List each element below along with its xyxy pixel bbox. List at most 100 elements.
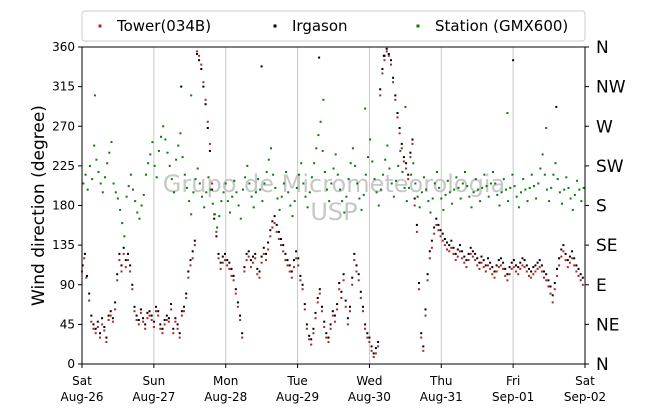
point-series-2-127 bbox=[356, 182, 359, 185]
point-series-0-193 bbox=[497, 266, 500, 269]
point-series-0-160 bbox=[426, 279, 429, 282]
point-series-0-53 bbox=[196, 50, 198, 53]
point-series-2-79 bbox=[252, 206, 255, 209]
point-series-2-87 bbox=[270, 147, 272, 150]
point-series-2-28 bbox=[142, 193, 145, 196]
point-series-1-44 bbox=[176, 323, 179, 326]
point-series-0-35 bbox=[157, 314, 160, 317]
point-series-2-39 bbox=[166, 151, 169, 154]
point-series-1-187 bbox=[484, 264, 487, 267]
point-series-1-6 bbox=[94, 327, 97, 330]
point-series-1-36 bbox=[159, 323, 162, 326]
point-series-2-210 bbox=[535, 197, 538, 200]
point-series-1-212 bbox=[538, 259, 541, 262]
point-series-0-186 bbox=[482, 266, 485, 269]
point-series-2-57 bbox=[205, 191, 208, 194]
point-series-2-12 bbox=[108, 151, 111, 154]
point-series-2-111 bbox=[321, 149, 324, 152]
point-series-2-229 bbox=[576, 179, 579, 182]
point-series-1-220 bbox=[556, 267, 558, 270]
point-series-0-227 bbox=[571, 257, 574, 260]
point-series-1-74 bbox=[241, 332, 244, 335]
point-series-0-123 bbox=[346, 323, 349, 326]
point-series-1-56 bbox=[202, 85, 205, 88]
point-series-2-214 bbox=[543, 173, 546, 176]
point-series-2-6 bbox=[95, 158, 98, 161]
point-series-1-237 bbox=[180, 85, 183, 88]
point-series-0-221 bbox=[558, 264, 561, 267]
point-series-1-26 bbox=[137, 319, 140, 321]
point-series-0-161 bbox=[428, 257, 431, 260]
point-series-0-11 bbox=[105, 341, 108, 343]
point-series-0-30 bbox=[146, 317, 149, 320]
point-series-0-24 bbox=[133, 310, 136, 313]
point-series-1-86 bbox=[267, 241, 270, 244]
point-series-1-84 bbox=[262, 246, 265, 249]
point-series-1-65 bbox=[221, 255, 224, 258]
point-series-1-138 bbox=[379, 88, 382, 91]
point-series-0-194 bbox=[499, 264, 502, 267]
point-series-0-203 bbox=[519, 267, 522, 270]
legend-label-2: Station (GMX600) bbox=[435, 17, 568, 35]
point-series-1-135 bbox=[372, 352, 375, 355]
point-series-2-65 bbox=[222, 191, 225, 194]
point-series-1-211 bbox=[536, 261, 539, 264]
point-series-1-189 bbox=[489, 261, 492, 264]
point-series-2-137 bbox=[377, 204, 380, 207]
point-series-2-128 bbox=[358, 197, 361, 200]
point-series-1-139 bbox=[381, 68, 384, 70]
x-tick-weekday-4: Wed bbox=[356, 374, 382, 388]
point-series-0-98 bbox=[293, 266, 295, 269]
point-series-2-104 bbox=[306, 206, 309, 209]
point-series-1-208 bbox=[530, 270, 533, 273]
point-series-2-168 bbox=[444, 193, 447, 196]
point-series-0-21 bbox=[127, 259, 129, 262]
point-series-0-216 bbox=[547, 285, 550, 288]
point-series-2-163 bbox=[433, 182, 436, 185]
point-series-0-197 bbox=[506, 279, 509, 282]
point-series-0-181 bbox=[471, 255, 474, 258]
point-series-2-232 bbox=[582, 186, 585, 189]
point-series-1-227 bbox=[571, 250, 574, 253]
point-series-0-50 bbox=[189, 264, 192, 267]
point-series-2-221 bbox=[558, 191, 561, 194]
point-series-0-120 bbox=[340, 297, 343, 299]
point-series-2-166 bbox=[440, 197, 443, 200]
point-series-1-205 bbox=[523, 259, 526, 262]
point-series-0-100 bbox=[297, 264, 300, 267]
point-series-0-208 bbox=[530, 276, 533, 279]
point-series-2-176 bbox=[461, 182, 464, 185]
point-series-2-70 bbox=[233, 179, 236, 182]
point-series-0-137 bbox=[377, 345, 380, 348]
point-series-2-209 bbox=[533, 185, 535, 188]
point-series-0-81 bbox=[256, 273, 259, 276]
point-series-2-99 bbox=[295, 186, 298, 189]
point-series-0-224 bbox=[564, 259, 567, 262]
point-series-0-59 bbox=[208, 142, 211, 145]
point-series-1-176 bbox=[461, 250, 464, 253]
point-series-1-99 bbox=[295, 250, 298, 253]
point-series-0-56 bbox=[202, 81, 205, 84]
point-series-1-215 bbox=[545, 273, 548, 276]
y-tick-label-2: 90 bbox=[60, 278, 75, 292]
point-series-1-73 bbox=[239, 314, 242, 317]
point-series-0-220 bbox=[556, 274, 558, 277]
point-series-2-96 bbox=[289, 204, 292, 207]
point-series-1-91 bbox=[277, 230, 280, 233]
cardinal-label-3: SE bbox=[596, 236, 618, 256]
point-series-0-71 bbox=[234, 292, 237, 295]
point-series-2-100 bbox=[298, 173, 300, 176]
point-series-2-161 bbox=[429, 211, 432, 214]
point-series-0-29 bbox=[144, 327, 147, 330]
point-series-1-80 bbox=[254, 252, 257, 255]
point-series-2-1 bbox=[84, 173, 87, 176]
point-series-0-122 bbox=[344, 305, 347, 308]
point-series-1-114 bbox=[327, 336, 330, 339]
point-series-1-141 bbox=[385, 47, 388, 50]
point-series-2-154 bbox=[414, 182, 417, 185]
point-series-2-231 bbox=[580, 200, 583, 203]
point-series-0-94 bbox=[284, 259, 287, 262]
point-series-0-105 bbox=[308, 338, 311, 341]
point-series-2-144 bbox=[392, 195, 395, 198]
point-series-1-190 bbox=[491, 266, 494, 269]
